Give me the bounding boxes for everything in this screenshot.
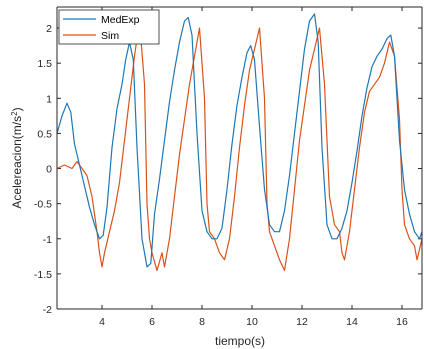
x-tick-label: 4 — [99, 316, 105, 328]
x-tick-label: 14 — [346, 316, 358, 328]
y-tick-label: 0.5 — [37, 128, 52, 140]
y-tick-label: -1 — [43, 234, 52, 246]
y-tick-label: -2 — [43, 304, 52, 316]
y-tick-label: 2 — [46, 23, 52, 35]
y-axis-ticks: -2 -1.5 -1 -0.5 0 0.5 1 1.5 2 — [34, 23, 422, 316]
y-tick-label: -1.5 — [34, 269, 52, 281]
y-tick-label: 1 — [46, 93, 52, 105]
plot-area — [57, 7, 422, 309]
y-tick-label: 1.5 — [37, 58, 52, 70]
x-tick-label: 6 — [149, 316, 155, 328]
y-axis-label: Acelereacion(m/s2) — [10, 107, 24, 208]
series-layer — [56, 13, 423, 271]
x-tick-label: 16 — [396, 316, 408, 328]
legend: MedExp Sim — [58, 9, 160, 45]
y-tick-label: -0.5 — [34, 199, 52, 211]
x-tick-label: 8 — [199, 316, 205, 328]
x-tick-label: 10 — [246, 316, 258, 328]
legend-label-sim: Sim — [101, 30, 119, 42]
y-tick-label: 0 — [46, 164, 52, 176]
series-line-medexp — [56, 13, 423, 268]
legend-label-medexp: MedExp — [101, 14, 140, 26]
x-axis-label: tiempo(s) — [215, 334, 265, 348]
x-tick-label: 12 — [296, 316, 308, 328]
legend-box — [58, 9, 160, 45]
x-axis-ticks: 4 6 8 10 12 14 16 — [99, 7, 408, 328]
series-line-sim — [56, 20, 423, 271]
